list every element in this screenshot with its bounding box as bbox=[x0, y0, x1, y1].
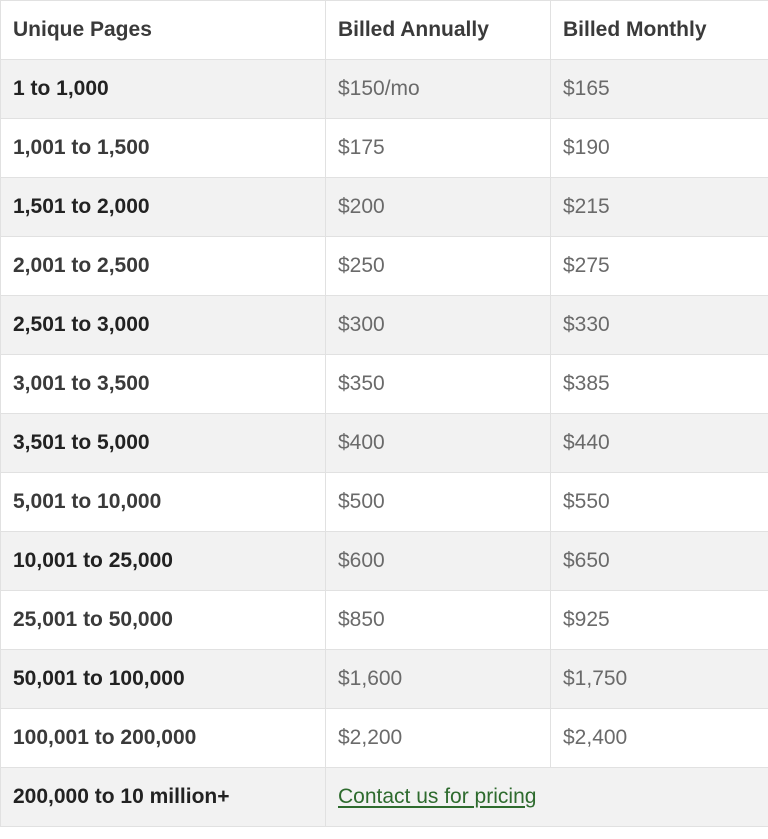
row-pages: 5,001 to 10,000 bbox=[0, 472, 326, 532]
row-annual-price: $175 bbox=[325, 118, 551, 178]
row-pages: 100,001 to 200,000 bbox=[0, 708, 326, 768]
row-monthly-price: $330 bbox=[550, 295, 768, 355]
row-monthly-price: $1,750 bbox=[550, 649, 768, 709]
table-row: 1 to 1,000 $150/mo $165 bbox=[0, 59, 768, 119]
table-row: 1,001 to 1,500 $175 $190 bbox=[0, 118, 768, 178]
row-monthly-price: $925 bbox=[550, 590, 768, 650]
table-header: Unique Pages Billed Annually Billed Mont… bbox=[0, 0, 768, 60]
table-row: 2,001 to 2,500 $250 $275 bbox=[0, 236, 768, 296]
table-row: 3,001 to 3,500 $350 $385 bbox=[0, 354, 768, 414]
header-billed-annually: Billed Annually bbox=[325, 0, 551, 60]
row-pages: 1 to 1,000 bbox=[0, 59, 326, 119]
row-monthly-price: $2,400 bbox=[550, 708, 768, 768]
row-annual-price: $1,600 bbox=[325, 649, 551, 709]
row-pages: 2,501 to 3,000 bbox=[0, 295, 326, 355]
header-billed-monthly: Billed Monthly bbox=[550, 0, 768, 60]
row-annual-price: $250 bbox=[325, 236, 551, 296]
table-body: 1 to 1,000 $150/mo $165 1,001 to 1,500 $… bbox=[0, 59, 768, 827]
table-row: 10,001 to 25,000 $600 $650 bbox=[0, 531, 768, 591]
row-pages: 25,001 to 50,000 bbox=[0, 590, 326, 650]
row-pages: 3,501 to 5,000 bbox=[0, 413, 326, 473]
header-unique-pages: Unique Pages bbox=[0, 0, 326, 60]
row-annual-price: $400 bbox=[325, 413, 551, 473]
row-annual-price: $200 bbox=[325, 177, 551, 237]
table-row: 25,001 to 50,000 $850 $925 bbox=[0, 590, 768, 650]
table-row: 3,501 to 5,000 $400 $440 bbox=[0, 413, 768, 473]
contact-cell: Contact us for pricing bbox=[325, 767, 768, 827]
row-pages: 50,001 to 100,000 bbox=[0, 649, 326, 709]
row-annual-price: $150/mo bbox=[325, 59, 551, 119]
row-pages: 1,501 to 2,000 bbox=[0, 177, 326, 237]
row-monthly-price: $215 bbox=[550, 177, 768, 237]
table-row-contact: 200,000 to 10 million+ Contact us for pr… bbox=[0, 767, 768, 827]
row-pages: 200,000 to 10 million+ bbox=[0, 767, 326, 827]
table-row: 2,501 to 3,000 $300 $330 bbox=[0, 295, 768, 355]
row-annual-price: $850 bbox=[325, 590, 551, 650]
row-annual-price: $350 bbox=[325, 354, 551, 414]
row-pages: 1,001 to 1,500 bbox=[0, 118, 326, 178]
row-monthly-price: $275 bbox=[550, 236, 768, 296]
row-monthly-price: $190 bbox=[550, 118, 768, 178]
table-row: 5,001 to 10,000 $500 $550 bbox=[0, 472, 768, 532]
header-row: Unique Pages Billed Annually Billed Mont… bbox=[0, 0, 768, 60]
row-annual-price: $500 bbox=[325, 472, 551, 532]
table-row: 50,001 to 100,000 $1,600 $1,750 bbox=[0, 649, 768, 709]
row-pages: 10,001 to 25,000 bbox=[0, 531, 326, 591]
row-pages: 3,001 to 3,500 bbox=[0, 354, 326, 414]
row-annual-price: $300 bbox=[325, 295, 551, 355]
row-monthly-price: $385 bbox=[550, 354, 768, 414]
row-monthly-price: $165 bbox=[550, 59, 768, 119]
row-annual-price: $600 bbox=[325, 531, 551, 591]
table-row: 1,501 to 2,000 $200 $215 bbox=[0, 177, 768, 237]
row-annual-price: $2,200 bbox=[325, 708, 551, 768]
row-monthly-price: $440 bbox=[550, 413, 768, 473]
row-pages: 2,001 to 2,500 bbox=[0, 236, 326, 296]
row-monthly-price: $650 bbox=[550, 531, 768, 591]
contact-us-link[interactable]: Contact us for pricing bbox=[338, 785, 537, 808]
table-row: 100,001 to 200,000 $2,200 $2,400 bbox=[0, 708, 768, 768]
row-monthly-price: $550 bbox=[550, 472, 768, 532]
